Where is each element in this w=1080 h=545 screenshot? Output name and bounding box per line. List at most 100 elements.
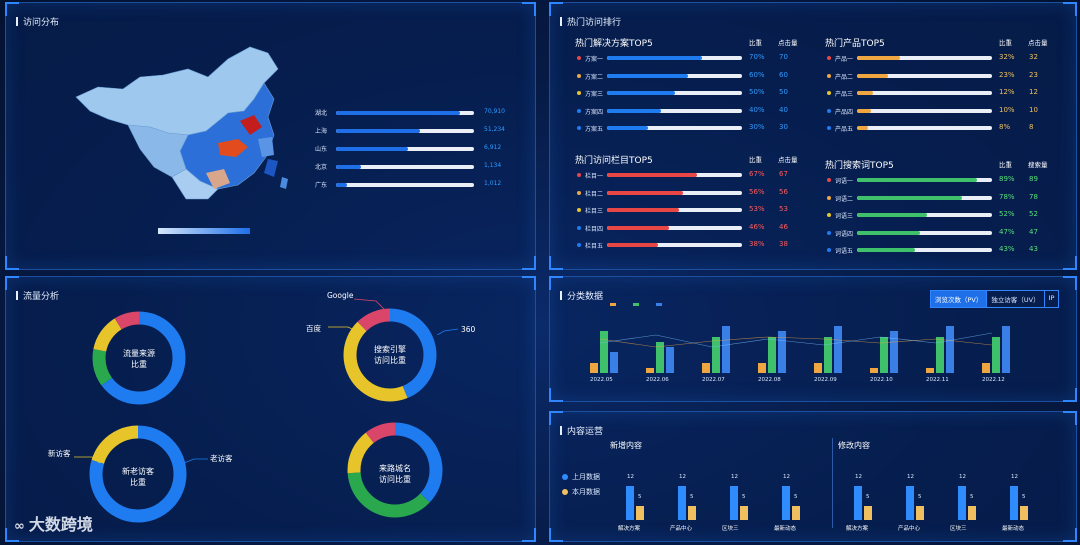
category-bar[interactable] — [1002, 326, 1010, 373]
category-bar[interactable] — [824, 336, 832, 373]
visit-bar — [336, 129, 474, 133]
category-bar[interactable] — [666, 347, 674, 373]
rank-label: 方案三 — [585, 91, 604, 98]
donut-new-old-visitors[interactable] — [88, 424, 188, 524]
rank-row[interactable]: 方案四 40% 40 — [577, 106, 807, 116]
category-bar[interactable] — [712, 336, 720, 373]
content-bar-this-month-value: 5 — [690, 493, 694, 500]
category-x-label: 2022.05 — [590, 377, 613, 383]
rank-percent: 67% — [749, 170, 765, 178]
rank-row[interactable]: 词语三 52% 52 — [827, 210, 1057, 220]
donut-source-city[interactable] — [346, 421, 444, 519]
rank-value: 53 — [779, 205, 788, 213]
content-bar-last-month[interactable] — [958, 486, 966, 520]
tab-uv[interactable]: 独立访客（UV） — [987, 291, 1045, 307]
content-bar-this-month[interactable] — [636, 505, 644, 520]
category-bar[interactable] — [880, 336, 888, 373]
content-bar-last-month[interactable] — [782, 486, 790, 520]
rank-row[interactable]: 词语四 47% 47 — [827, 228, 1057, 238]
rank-row[interactable]: 产品三 12% 12 — [827, 88, 1057, 98]
category-bar[interactable] — [722, 326, 730, 373]
category-bar[interactable] — [992, 336, 1000, 373]
brand-logo: ∞ 大数跨境 — [14, 515, 93, 534]
content-bar-this-month[interactable] — [864, 505, 872, 520]
rank-row[interactable]: 词语二 78% 78 — [827, 193, 1057, 203]
rank-row[interactable]: 方案三 50% 50 — [577, 88, 807, 98]
rank-percent: 8% — [999, 123, 1011, 131]
content-bar-last-month[interactable] — [906, 486, 914, 520]
category-bar[interactable] — [870, 367, 878, 373]
china-map[interactable] — [68, 39, 308, 209]
rank-row[interactable]: 词语一 89% 89 — [827, 175, 1057, 185]
visit-region-value: 1,134 — [484, 162, 502, 169]
rank-value: 43 — [1029, 245, 1038, 253]
rank-row[interactable]: 方案二 60% 60 — [577, 71, 807, 81]
content-bar-this-month[interactable] — [740, 505, 748, 520]
rank-row[interactable]: 栏目五 38% 38 — [577, 240, 807, 250]
rank-percent: 46% — [749, 222, 765, 231]
rank-percent: 50% — [749, 88, 765, 96]
visit-region-value: 51,234 — [484, 126, 505, 133]
col-header-count: 点击量 — [778, 39, 798, 47]
category-bar[interactable] — [702, 362, 710, 373]
rank-percent: 53% — [749, 205, 765, 213]
category-bar[interactable] — [814, 362, 822, 373]
rank-value: 12 — [1029, 88, 1038, 96]
donut-traffic-source[interactable] — [91, 310, 187, 406]
rank-bar-fill — [607, 126, 648, 130]
rank-dot — [577, 173, 581, 177]
category-bar[interactable] — [890, 331, 898, 373]
rank-row[interactable]: 栏目四 46% 46 — [577, 223, 807, 233]
content-bar-last-month[interactable] — [1010, 486, 1018, 520]
rank-row[interactable]: 栏目一 67% 67 — [577, 170, 807, 180]
rank-label: 产品三 — [835, 91, 854, 98]
content-bar-this-month[interactable] — [916, 505, 924, 520]
rank-percent: 32% — [999, 53, 1015, 61]
category-bar[interactable] — [600, 331, 608, 373]
category-bar[interactable] — [590, 362, 598, 373]
category-bar[interactable] — [768, 336, 776, 373]
rank-row[interactable]: 栏目三 53% 53 — [577, 205, 807, 215]
content-bar-last-month[interactable] — [626, 486, 634, 520]
rank-row[interactable]: 词语五 43% 43 — [827, 245, 1057, 255]
rank-percent: 47% — [999, 227, 1015, 236]
content-bar-last-month[interactable] — [678, 486, 686, 520]
category-bar[interactable] — [982, 362, 990, 373]
content-bar-this-month[interactable] — [792, 505, 800, 520]
rank-row[interactable]: 方案一 70% 70 — [577, 53, 807, 63]
content-bar-last-month-value: 12 — [783, 474, 790, 480]
rank-row[interactable]: 产品一 32% 32 — [827, 53, 1057, 63]
category-bar[interactable] — [610, 352, 618, 373]
content-bar-this-month[interactable] — [688, 505, 696, 520]
category-bar[interactable] — [758, 362, 766, 373]
rank-dot — [827, 91, 831, 95]
rank-row[interactable]: 栏目二 56% 56 — [577, 188, 807, 198]
rank-dot — [827, 73, 831, 78]
category-bar[interactable] — [926, 367, 934, 373]
rank-dot — [827, 213, 831, 217]
tab-ip[interactable]: IP — [1048, 294, 1055, 302]
category-bar[interactable] — [946, 326, 954, 373]
category-bar[interactable] — [646, 367, 654, 373]
content-bar-last-month[interactable] — [854, 486, 862, 520]
rank-row[interactable]: 方案五 30% 30 — [577, 123, 807, 133]
rank-row[interactable]: 产品四 10% 10 — [827, 106, 1057, 116]
rank-row[interactable]: 产品五 8% 8 — [827, 123, 1057, 133]
visit-bar-fill — [336, 147, 408, 151]
tab-pv[interactable]: 浏览次数（PV） — [931, 291, 988, 307]
col-header-count: 点击量 — [1028, 39, 1048, 47]
rank-value: 10 — [1029, 105, 1038, 114]
rank-value: 32 — [1029, 53, 1038, 61]
category-bar[interactable] — [656, 341, 664, 373]
rank-row[interactable]: 产品二 23% 23 — [827, 71, 1057, 81]
content-bar-this-month-value: 5 — [638, 493, 642, 500]
category-bar[interactable] — [834, 326, 842, 373]
content-bar-this-month[interactable] — [1020, 505, 1028, 520]
category-bar[interactable] — [778, 331, 786, 373]
content-bar-last-month[interactable] — [730, 486, 738, 520]
rank-dot — [827, 178, 831, 182]
content-bar-this-month[interactable] — [968, 505, 976, 520]
visit-bar-fill — [336, 165, 361, 169]
category-bar[interactable] — [936, 336, 944, 373]
donut-search-engine[interactable] — [342, 307, 438, 403]
